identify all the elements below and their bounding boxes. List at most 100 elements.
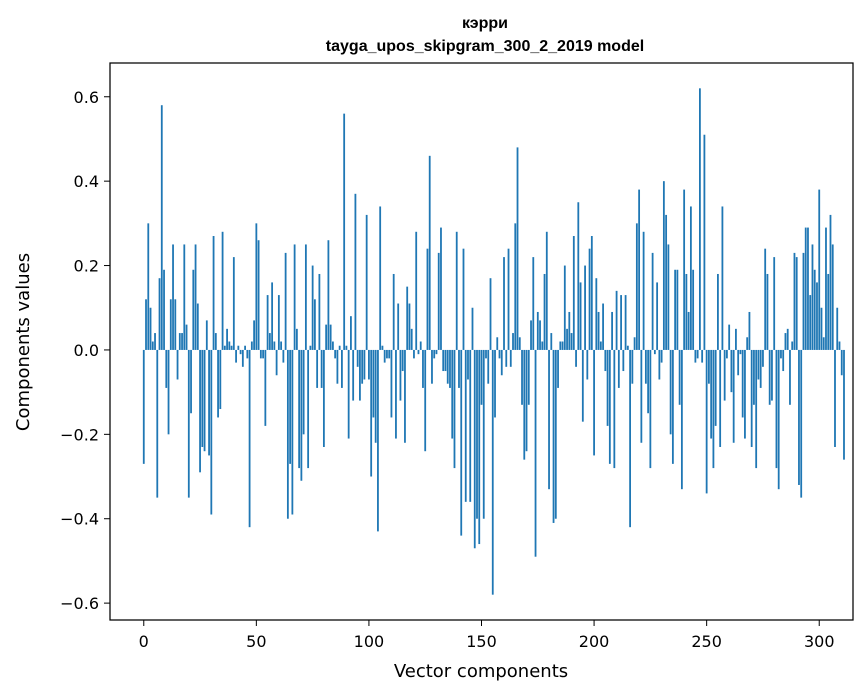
- bar-132: [440, 227, 442, 350]
- bar-170: [525, 349, 528, 452]
- bar-121: [415, 231, 418, 350]
- bar-89: [343, 113, 346, 350]
- bar-86: [336, 349, 339, 384]
- bar-256: [719, 349, 722, 447]
- bar-223: [644, 349, 647, 384]
- bar-123: [419, 341, 422, 350]
- bar-37: [226, 328, 228, 350]
- bar-231: [662, 181, 665, 350]
- bar-60: [277, 295, 280, 350]
- bar-151: [482, 349, 485, 519]
- bar-157: [496, 337, 499, 350]
- bar-77: [316, 349, 319, 388]
- bar-183: [554, 349, 557, 519]
- bar-306: [831, 244, 834, 350]
- bar-250: [705, 349, 708, 494]
- bar-251: [708, 349, 710, 384]
- bar-11: [167, 349, 170, 435]
- bar-141: [460, 349, 463, 536]
- bar-197: [586, 349, 589, 380]
- bar-175: [536, 311, 539, 350]
- bar-38: [228, 341, 231, 350]
- chart-title-line1: кэрри: [462, 15, 508, 32]
- bar-214: [624, 295, 627, 350]
- bar-150: [480, 349, 483, 405]
- bar-9: [163, 269, 165, 350]
- bar-79: [320, 349, 323, 388]
- bar-117: [406, 286, 409, 350]
- bar-304: [827, 273, 830, 350]
- bar-73: [307, 349, 310, 469]
- bar-289: [793, 252, 796, 350]
- bar-2: [147, 223, 150, 350]
- bar-198: [588, 248, 591, 350]
- bar-271: [753, 349, 755, 405]
- x-tick-label: 250: [691, 632, 722, 651]
- bar-154: [489, 278, 492, 350]
- bar-225: [649, 349, 652, 469]
- bar-113: [397, 303, 400, 350]
- bar-301: [820, 307, 823, 350]
- bar-184: [557, 349, 559, 388]
- bar-74: [309, 345, 312, 350]
- bar-173: [532, 257, 535, 350]
- bar-8: [160, 105, 163, 350]
- bar-220: [638, 189, 641, 350]
- bar-152: [485, 349, 487, 359]
- bar-159: [500, 349, 503, 376]
- bar-264: [737, 349, 740, 376]
- bar-15: [176, 349, 179, 380]
- bar-174: [534, 349, 537, 557]
- bar-196: [584, 265, 586, 350]
- bar-249: [703, 134, 706, 350]
- bar-232: [665, 214, 668, 350]
- bar-267: [744, 349, 746, 439]
- bar-195: [581, 349, 584, 422]
- bar-160: [503, 257, 505, 350]
- bar-50: [255, 223, 258, 350]
- bar-85: [334, 349, 337, 359]
- bar-236: [674, 269, 677, 350]
- y-axis-ticks: −0.6 −0.4 −0.2 0.0 0.2 0.4 0.6: [60, 88, 110, 613]
- bar-302: [822, 337, 825, 350]
- bar-47: [248, 349, 251, 528]
- y-tick-label: 0.2: [74, 257, 99, 276]
- bar-162: [507, 248, 510, 350]
- bar-118: [408, 303, 411, 350]
- bar-68: [295, 328, 298, 350]
- bar-143: [464, 349, 467, 502]
- bar-66: [291, 349, 294, 515]
- y-tick-label: 0.0: [74, 341, 99, 360]
- bar-130: [435, 349, 438, 355]
- bar-182: [552, 349, 555, 523]
- bars-group: [142, 88, 845, 595]
- bar-1: [145, 299, 147, 350]
- bar-138: [453, 349, 456, 469]
- bar-102: [372, 349, 375, 418]
- bar-247: [699, 88, 701, 350]
- bar-88: [341, 349, 343, 388]
- x-tick-label: 150: [466, 632, 497, 651]
- bar-155: [491, 349, 494, 595]
- bar-100: [368, 349, 370, 380]
- bar-55: [266, 295, 269, 350]
- bar-311: [843, 349, 845, 460]
- bar-310: [840, 349, 843, 376]
- bar-53: [262, 349, 264, 359]
- bar-227: [653, 349, 656, 355]
- bar-82: [327, 240, 330, 350]
- bar-164: [512, 333, 514, 350]
- bar-303: [825, 227, 827, 350]
- bar-288: [791, 341, 794, 350]
- bar-139: [455, 231, 458, 350]
- bar-258: [723, 349, 726, 401]
- bar-203: [599, 341, 602, 350]
- bar-103: [374, 349, 377, 443]
- bar-149: [478, 349, 481, 545]
- bar-107: [383, 349, 386, 363]
- bar-109: [388, 349, 391, 359]
- bar-111: [392, 273, 395, 350]
- bar-263: [735, 328, 737, 350]
- bar-80: [322, 349, 325, 447]
